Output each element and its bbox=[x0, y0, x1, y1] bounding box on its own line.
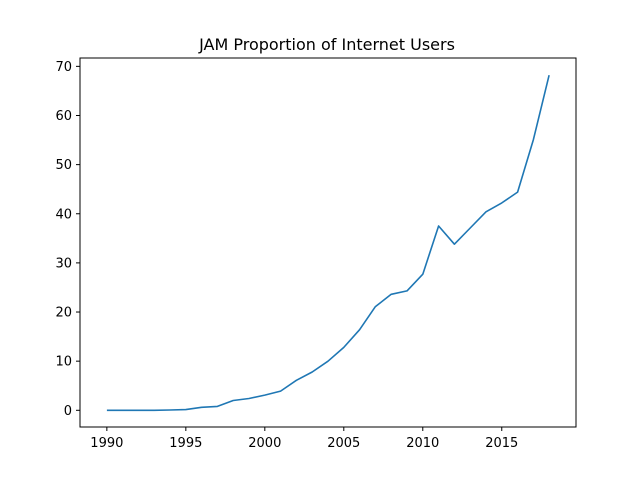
y-tick-label: 20 bbox=[55, 306, 72, 321]
x-tick-label: 2000 bbox=[248, 436, 281, 451]
x-tick-label: 1990 bbox=[90, 436, 123, 451]
x-tick-label: 2015 bbox=[485, 436, 518, 451]
y-tick-label: 30 bbox=[55, 256, 72, 271]
x-tick-label: 2005 bbox=[327, 436, 360, 451]
series-line-0 bbox=[106, 75, 550, 412]
y-tick-label: 50 bbox=[55, 158, 72, 173]
y-tick-label: 60 bbox=[55, 109, 72, 124]
y-tick-label: 70 bbox=[55, 60, 72, 75]
x-tick-label: 1995 bbox=[169, 436, 202, 451]
plot-frame bbox=[79, 57, 577, 428]
chart-title: JAM Proportion of Internet Users bbox=[198, 35, 455, 54]
y-tick-label: 40 bbox=[55, 207, 72, 222]
y-tick-label: 0 bbox=[64, 404, 72, 419]
x-tick-label: 2010 bbox=[406, 436, 439, 451]
y-tick-label: 10 bbox=[55, 355, 72, 370]
